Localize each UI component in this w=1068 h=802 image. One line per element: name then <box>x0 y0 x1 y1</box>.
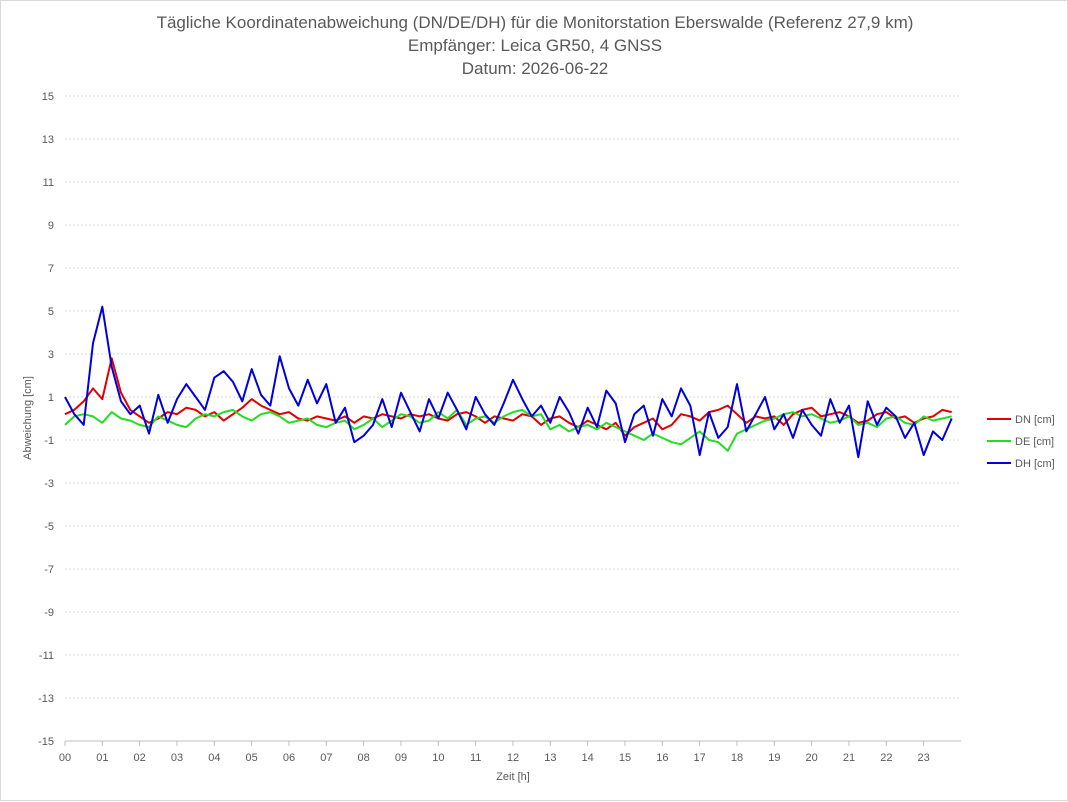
legend-label-dn: DN [cm] <box>1015 414 1055 426</box>
x-tick-label: 06 <box>283 752 295 764</box>
x-tick-label: 14 <box>582 752 594 764</box>
y-axis-label: Abweichung [cm] <box>22 376 34 460</box>
x-axis-label: Zeit [h] <box>496 771 530 783</box>
y-tick-label: 15 <box>42 91 54 103</box>
y-tick-label: 9 <box>48 220 54 232</box>
x-tick-label: 04 <box>208 752 220 764</box>
grid-lines <box>65 95 961 742</box>
y-tick-label: -13 <box>38 693 54 705</box>
y-tick-label: 1 <box>48 392 54 404</box>
chart-title: Tägliche Koordinatenabweichung (DN/DE/DH… <box>156 13 914 32</box>
legend-label-de: DE [cm] <box>1015 436 1054 448</box>
y-tick-label: -1 <box>44 435 54 447</box>
x-tick-label: 16 <box>656 752 668 764</box>
x-tick-label: 01 <box>96 752 108 764</box>
x-tick-label: 12 <box>507 752 519 764</box>
x-tick-label: 15 <box>619 752 631 764</box>
series-lines <box>64 305 953 459</box>
y-tick-label: 3 <box>48 349 54 361</box>
x-tick-label: 05 <box>246 752 258 764</box>
y-tick-label: -7 <box>44 564 54 576</box>
x-tick-label: 09 <box>395 752 407 764</box>
x-tick-label: 18 <box>731 752 743 764</box>
x-tick-label: 03 <box>171 752 183 764</box>
y-tick-label: 7 <box>48 263 54 275</box>
x-tick-label: 02 <box>134 752 146 764</box>
series-line-de <box>64 408 952 452</box>
y-tick-label: -15 <box>38 736 54 748</box>
y-tick-label: 13 <box>42 134 54 146</box>
x-tick-label: 19 <box>768 752 780 764</box>
x-tick-label: 17 <box>694 752 706 764</box>
y-tick-label: -3 <box>44 478 54 490</box>
chart-subtitle: Empfänger: Leica GR50, 4 GNSS <box>407 36 663 55</box>
x-tick-label: 23 <box>918 752 930 764</box>
y-tick-label: -11 <box>39 650 54 662</box>
y-tick-label: -5 <box>44 521 54 533</box>
x-tick-label: 11 <box>470 752 481 764</box>
legend-label-dh: DH [cm] <box>1015 458 1055 470</box>
legend: DN [cm] DE [cm] DH [cm] <box>987 414 1055 470</box>
y-tick-labels: 15 13 11 9 7 5 3 1 -1 -3 -5 -7 -9 -11 -13 -15 <box>38 91 54 748</box>
x-tick-label: 00 <box>59 752 71 764</box>
y-tick-label: 11 <box>43 177 54 189</box>
x-tick-label: 08 <box>358 752 370 764</box>
x-tick-label: 13 <box>544 752 556 764</box>
x-tick-label: 10 <box>432 752 444 764</box>
x-tick-labels: 00 01 02 03 04 05 06 07 08 09 10 11 12 13 14 15 16 17 18 19… <box>59 740 961 764</box>
x-tick-label: 07 <box>320 752 332 764</box>
series-line-dn <box>64 357 952 437</box>
x-tick-label: 22 <box>880 752 892 764</box>
y-tick-label: -9 <box>44 607 54 619</box>
series-line-dh <box>64 305 953 459</box>
x-tick-label: 20 <box>806 752 818 764</box>
chart-date: Datum: 2026-06-22 <box>461 59 609 78</box>
y-tick-label: 5 <box>48 306 54 318</box>
x-tick-label: 21 <box>843 752 855 764</box>
